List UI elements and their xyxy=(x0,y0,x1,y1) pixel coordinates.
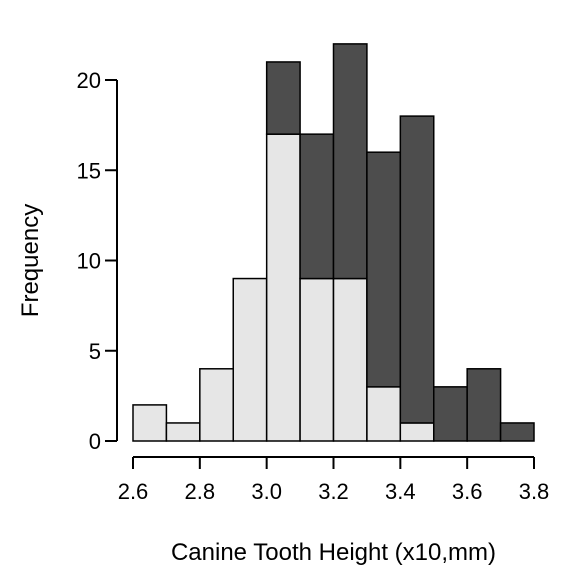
histogram-bar-series1-bin2 xyxy=(165,422,201,442)
histogram-bar-series1-bin1 xyxy=(132,404,168,442)
x-tick-label: 3.0 xyxy=(251,479,282,504)
y-tick-label: 0 xyxy=(89,429,101,454)
histogram-bar-series1-bin6 xyxy=(299,277,335,442)
x-tick-label: 3.8 xyxy=(519,479,550,504)
histogram-bar-series2-bin6 xyxy=(299,133,335,280)
histogram-bar-series1-bin5 xyxy=(265,133,301,442)
histogram-bar-series1-bin9 xyxy=(399,422,435,442)
bars xyxy=(132,43,535,442)
histogram-bar-series1-bin8 xyxy=(366,386,402,442)
x-tick-label: 2.6 xyxy=(118,479,149,504)
y-tick-label: 15 xyxy=(77,158,101,183)
x-tick-label: 3.2 xyxy=(318,479,349,504)
histogram-bar-series1-bin3 xyxy=(199,368,234,442)
x-axis-ticks: 2.6 2.8 3.0 3.2 3.4 3.6 3.8 xyxy=(118,457,550,504)
x-tick-label: 3.6 xyxy=(452,479,483,504)
y-axis-title: Frequency xyxy=(17,204,44,317)
histogram-bar-series2-bin5 xyxy=(265,61,301,135)
histogram-bar-series1-bin7 xyxy=(332,277,368,442)
x-tick-label: 2.8 xyxy=(185,479,216,504)
y-tick-label: 5 xyxy=(89,339,101,364)
histogram-bar-series2-bin9 xyxy=(399,115,435,424)
histogram-bar-series2-bin11 xyxy=(466,368,502,442)
y-tick-label: 10 xyxy=(77,249,101,274)
x-axis-title: Canine Tooth Height (x10,mm) xyxy=(171,539,496,566)
y-axis-ticks: 0 5 10 15 20 xyxy=(77,68,117,454)
histogram-bar-series2-bin8 xyxy=(366,151,402,388)
x-tick-label: 3.4 xyxy=(385,479,416,504)
y-tick-label: 20 xyxy=(77,68,101,93)
histogram-bar-series2-bin12 xyxy=(499,422,535,442)
histogram-bar-series2-bin7 xyxy=(332,43,368,280)
histogram-bar-series1-bin4 xyxy=(232,277,268,442)
histogram-bar-series2-bin10 xyxy=(433,386,468,442)
